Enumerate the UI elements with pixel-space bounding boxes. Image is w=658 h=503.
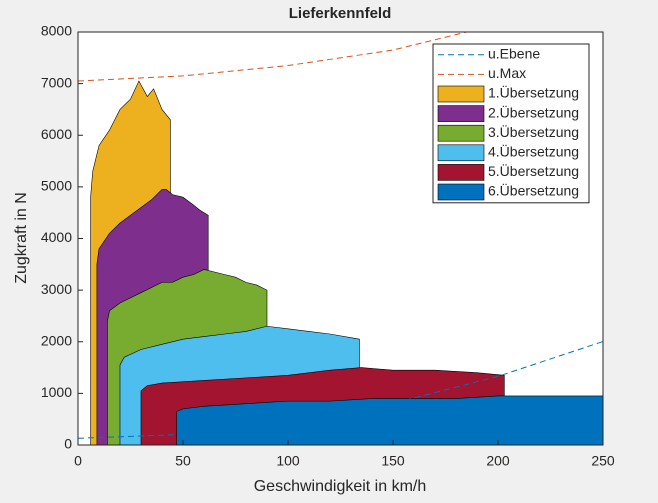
legend: u.Ebene u.Max 1.Übersetzung 2.Übersetzung 3.… bbox=[432, 43, 590, 204]
y-tick-label: 3000 bbox=[41, 281, 72, 297]
chart-title: Lieferkennfeld bbox=[289, 5, 392, 22]
y-tick-label: 6000 bbox=[41, 126, 72, 142]
x-tick-label: 50 bbox=[175, 453, 191, 469]
legend-label: 6.Übersetzung bbox=[488, 182, 579, 199]
legend-swatch bbox=[437, 85, 485, 103]
legend-label: u.Ebene bbox=[488, 46, 540, 62]
y-axis-label: Zugkraft in N bbox=[13, 192, 30, 284]
y-tick-label: 4000 bbox=[41, 229, 72, 245]
x-tick-label: 100 bbox=[276, 453, 300, 469]
plot-content bbox=[78, 32, 603, 445]
legend-swatch bbox=[437, 183, 485, 201]
y-tick-label: 5000 bbox=[41, 178, 72, 194]
area bbox=[176, 395, 603, 445]
legend-swatch bbox=[437, 164, 485, 181]
legend-label: 1.Übersetzung bbox=[488, 84, 579, 101]
line bbox=[78, 32, 467, 82]
legend-label: 5.Übersetzung bbox=[488, 162, 579, 179]
legend-swatch bbox=[437, 124, 485, 142]
x-tick-label: 250 bbox=[591, 453, 615, 469]
x-tick-label: 150 bbox=[381, 453, 405, 469]
legend-swatch bbox=[437, 144, 485, 162]
y-tick-label: 8000 bbox=[41, 23, 72, 39]
legend-label: 2.Übersetzung bbox=[488, 103, 579, 120]
y-tick-label: 2000 bbox=[41, 332, 72, 348]
legend-swatch bbox=[437, 105, 485, 122]
line bbox=[78, 341, 603, 439]
legend-label: u.Max bbox=[488, 65, 526, 81]
legend-label: 4.Übersetzung bbox=[488, 143, 579, 160]
x-tick-label: 0 bbox=[74, 453, 82, 469]
legend-label: 3.Übersetzung bbox=[488, 123, 579, 140]
y-tick-label: 0 bbox=[64, 436, 72, 452]
y-tick-label: 1000 bbox=[41, 384, 72, 400]
y-tick-label: 7000 bbox=[41, 74, 72, 90]
x-axis-label: Geschwindigkeit in km/h bbox=[254, 478, 427, 495]
x-tick-label: 200 bbox=[486, 453, 510, 469]
